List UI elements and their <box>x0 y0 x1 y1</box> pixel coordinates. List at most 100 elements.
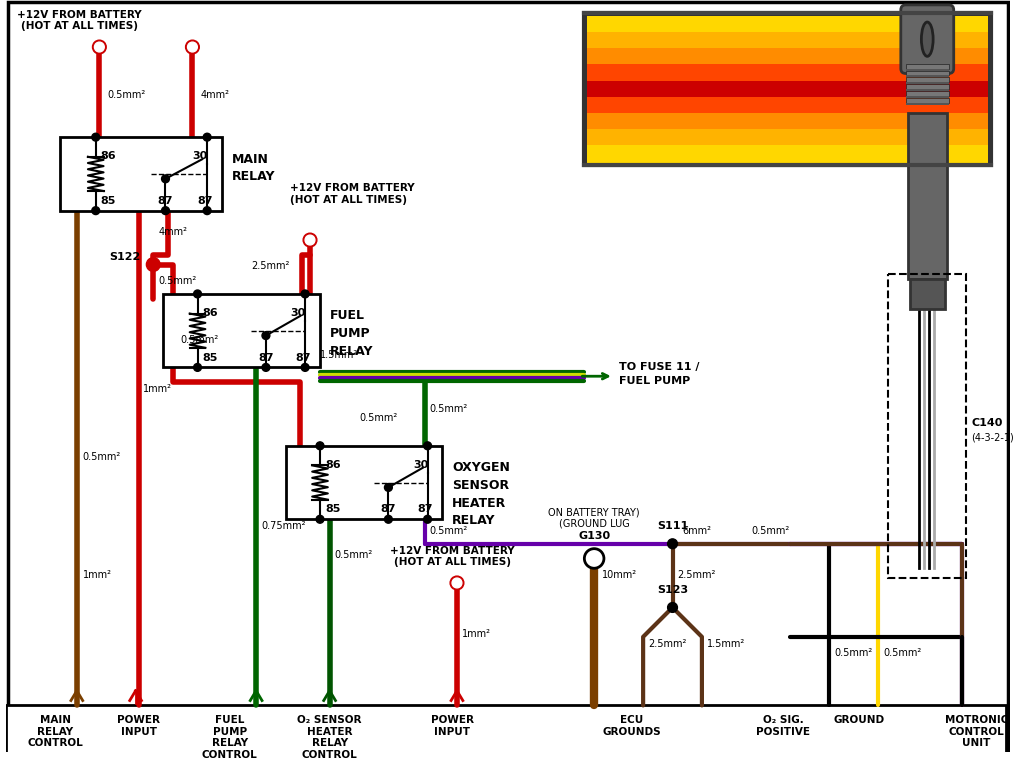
Text: 0.5mm²: 0.5mm² <box>158 276 197 286</box>
Text: 87: 87 <box>295 353 311 362</box>
Text: (4-3-2-1): (4-3-2-1) <box>972 433 1014 443</box>
Text: 0.75mm²: 0.75mm² <box>261 521 305 531</box>
Text: 10mm²: 10mm² <box>602 570 637 580</box>
Bar <box>286 445 442 519</box>
Bar <box>588 65 988 81</box>
FancyBboxPatch shape <box>901 5 953 74</box>
Text: 87: 87 <box>198 196 213 206</box>
Text: 1mm²: 1mm² <box>143 384 172 394</box>
Text: 86: 86 <box>203 308 218 318</box>
Bar <box>588 15 988 161</box>
Text: OXYGEN: OXYGEN <box>452 462 510 475</box>
Circle shape <box>303 233 316 247</box>
Circle shape <box>262 332 270 339</box>
Text: ON BATTERY TRAY): ON BATTERY TRAY) <box>548 508 640 518</box>
Text: 30: 30 <box>291 308 305 318</box>
Circle shape <box>384 484 392 492</box>
Circle shape <box>194 363 202 372</box>
Text: 2.5mm²: 2.5mm² <box>648 639 686 649</box>
Text: +12V FROM BATTERY: +12V FROM BATTERY <box>390 545 514 555</box>
Text: 0.5mm²: 0.5mm² <box>83 452 121 462</box>
Text: RELAY: RELAY <box>231 170 275 184</box>
Text: SENSOR: SENSOR <box>452 479 509 492</box>
Circle shape <box>452 578 462 588</box>
Circle shape <box>187 42 198 52</box>
Text: 1mm²: 1mm² <box>462 629 490 639</box>
Circle shape <box>162 207 169 214</box>
Text: 0.5mm²: 0.5mm² <box>335 551 373 561</box>
Circle shape <box>185 40 200 54</box>
Text: POWER
INPUT: POWER INPUT <box>117 715 160 737</box>
Text: +12V FROM BATTERY: +12V FROM BATTERY <box>291 183 415 193</box>
Text: RELAY: RELAY <box>330 345 373 358</box>
Bar <box>588 145 988 163</box>
Bar <box>588 15 988 33</box>
Circle shape <box>194 290 202 298</box>
Text: 4mm²: 4mm² <box>158 227 187 237</box>
Circle shape <box>92 207 99 214</box>
Circle shape <box>585 548 604 568</box>
Text: (GROUND LUG: (GROUND LUG <box>559 518 630 528</box>
Bar <box>6 706 1006 757</box>
Circle shape <box>668 603 678 612</box>
Bar <box>60 137 222 210</box>
Text: S111: S111 <box>657 521 688 531</box>
Circle shape <box>668 539 678 548</box>
Bar <box>588 48 988 65</box>
Bar <box>905 71 949 75</box>
Text: O₂ SENSOR
HEATER
RELAY
CONTROL: O₂ SENSOR HEATER RELAY CONTROL <box>297 715 361 760</box>
Bar <box>905 75 949 78</box>
Text: O₂ SIG.
POSITIVE: O₂ SIG. POSITIVE <box>757 715 810 737</box>
Text: POWER
INPUT: POWER INPUT <box>430 715 473 737</box>
Text: 85: 85 <box>203 353 218 362</box>
Text: TO FUSE 11 /: TO FUSE 11 / <box>618 362 699 372</box>
Bar <box>905 68 949 71</box>
Text: (HOT AT ALL TIMES): (HOT AT ALL TIMES) <box>393 558 511 568</box>
Text: 6mm²: 6mm² <box>682 526 712 536</box>
Text: (HOT AT ALL TIMES): (HOT AT ALL TIMES) <box>291 195 408 205</box>
Bar <box>905 82 949 84</box>
Text: 30: 30 <box>413 459 428 469</box>
Text: GROUND: GROUND <box>834 715 885 725</box>
Text: ECU
GROUNDS: ECU GROUNDS <box>602 715 660 737</box>
Circle shape <box>424 442 431 450</box>
Bar <box>907 113 947 280</box>
Text: 0.5mm²: 0.5mm² <box>180 335 219 345</box>
Text: MAIN: MAIN <box>231 153 268 166</box>
Text: 0.5mm²: 0.5mm² <box>883 648 922 658</box>
Text: (HOT AT ALL TIMES): (HOT AT ALL TIMES) <box>22 22 138 31</box>
Bar <box>909 280 945 309</box>
Circle shape <box>203 207 211 214</box>
Bar <box>588 113 988 131</box>
Circle shape <box>92 134 99 141</box>
Text: FUEL PUMP: FUEL PUMP <box>618 376 690 386</box>
Text: RELAY: RELAY <box>452 515 496 528</box>
Text: 87: 87 <box>258 353 273 362</box>
Text: 0.5mm²: 0.5mm² <box>429 403 468 413</box>
Text: +12V FROM BATTERY: +12V FROM BATTERY <box>17 10 142 20</box>
Bar <box>888 274 967 578</box>
Text: 85: 85 <box>100 196 116 206</box>
Text: FUEL: FUEL <box>330 310 365 323</box>
Text: HEATER: HEATER <box>452 497 506 510</box>
Bar <box>905 78 949 82</box>
Text: 2.5mm²: 2.5mm² <box>678 570 716 580</box>
Circle shape <box>316 442 324 450</box>
Text: MOTRONIC
CONTROL
UNIT: MOTRONIC CONTROL UNIT <box>944 715 1008 749</box>
Text: S122: S122 <box>110 252 140 262</box>
Bar <box>588 97 988 114</box>
Circle shape <box>94 42 104 52</box>
Text: 0.5mm²: 0.5mm² <box>429 526 468 536</box>
Text: 1.5mm²: 1.5mm² <box>319 349 358 359</box>
Bar <box>905 103 949 105</box>
Text: 0.5mm²: 0.5mm² <box>108 90 145 100</box>
Bar <box>588 32 988 49</box>
Text: 85: 85 <box>325 505 340 515</box>
Text: 87: 87 <box>381 505 396 515</box>
Circle shape <box>384 515 392 523</box>
Bar <box>588 129 988 147</box>
Text: 2.5mm²: 2.5mm² <box>251 261 290 271</box>
Circle shape <box>451 576 464 590</box>
Circle shape <box>92 40 106 54</box>
Circle shape <box>424 515 431 523</box>
